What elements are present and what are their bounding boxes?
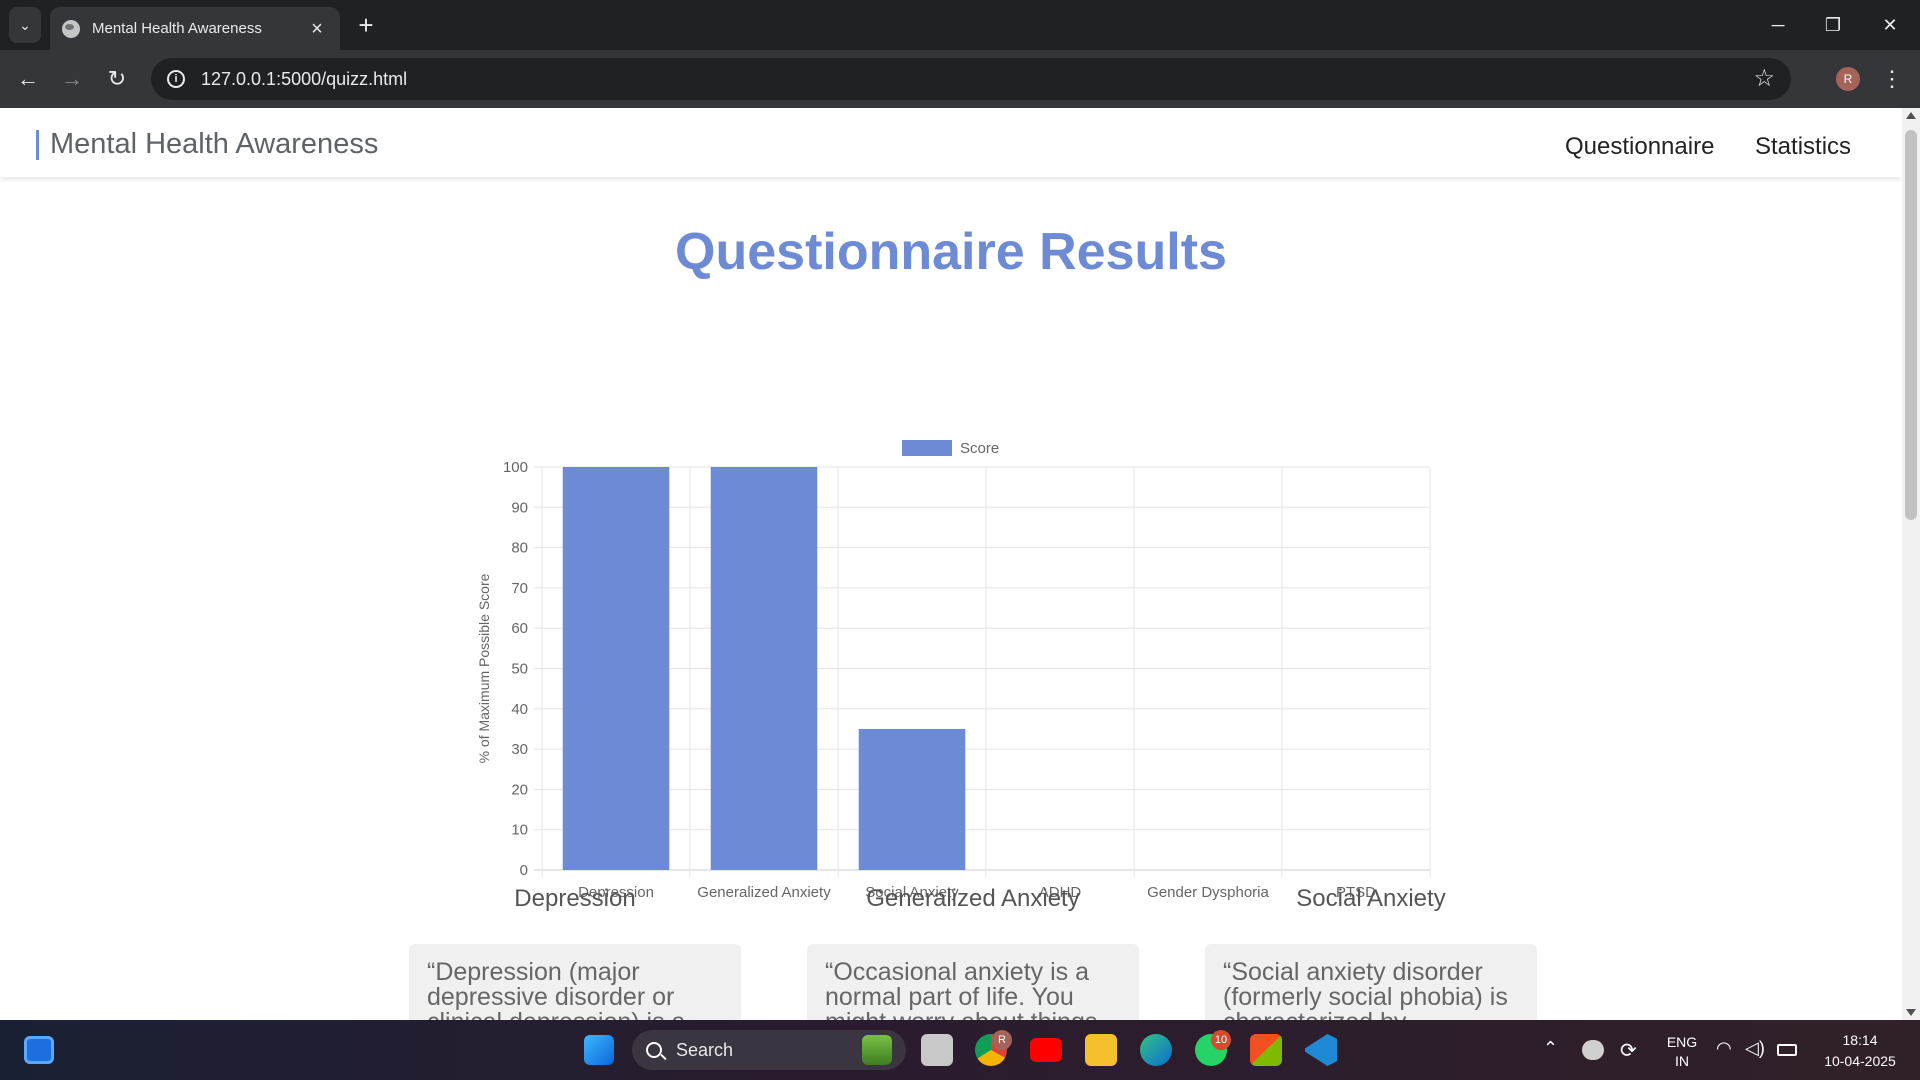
taskbar-search-label: Search [676, 1039, 734, 1060]
window-close-icon[interactable]: ✕ [1882, 15, 1898, 35]
microsoft-store-icon[interactable] [1250, 1034, 1282, 1066]
y-tick-label: 20 [511, 781, 528, 798]
y-tick-label: 50 [511, 661, 528, 678]
search-icon [646, 1042, 662, 1058]
globe-icon [62, 19, 80, 38]
nav-questionnaire[interactable]: Questionnaire [1565, 133, 1715, 160]
site-header: Mental Health Awareness Questionnaire St… [0, 108, 1902, 177]
vscode-icon[interactable] [1305, 1034, 1337, 1066]
profile-avatar[interactable]: R [1836, 67, 1860, 91]
browser-toolbar: ← → ↻ i 127.0.0.1:5000/quizz.html ☆ R ⋮ [0, 50, 1920, 108]
legend-swatch [902, 440, 952, 456]
site-info-icon[interactable]: i [167, 70, 185, 88]
file-explorer-icon[interactable] [1085, 1034, 1117, 1066]
more-options-icon[interactable]: ⋮ [1881, 66, 1903, 91]
card-title: Generalized Anxiety [866, 885, 1080, 912]
wifi-icon[interactable]: ◠ [1716, 1038, 1732, 1058]
bar-depression [562, 467, 670, 870]
onedrive-icon[interactable] [1582, 1040, 1604, 1060]
y-tick-label: 30 [511, 741, 528, 758]
y-tick-label: 80 [511, 540, 528, 557]
chevron-down-icon: ⌄ [19, 16, 31, 33]
card-title: Depression [514, 885, 636, 912]
tab-title: Mental Health Awareness [92, 20, 262, 37]
bookmark-star-icon[interactable]: ☆ [1753, 65, 1775, 92]
battery-icon[interactable] [1777, 1044, 1797, 1056]
tab-search-button[interactable]: ⌄ [9, 7, 41, 43]
card-title: Social Anxiety [1296, 885, 1446, 912]
new-tab-button[interactable]: + [358, 10, 374, 40]
close-icon[interactable]: × [311, 17, 323, 40]
y-tick-label: 40 [511, 701, 528, 718]
card-quote: “Social anxiety disorder (formerly socia… [1205, 944, 1537, 1020]
sync-icon[interactable]: ⟳ [1620, 1040, 1637, 1062]
tray-clock[interactable]: 18:14 10-04-2025 [1815, 1032, 1905, 1069]
page-scrollbar[interactable] [1902, 108, 1920, 1020]
windows-start-icon[interactable] [584, 1035, 614, 1065]
language-code: ENG [1666, 1034, 1698, 1050]
legend-label: Score [960, 440, 999, 457]
url-text[interactable]: 127.0.0.1:5000/quizz.html [201, 68, 408, 89]
card-generalized-anxiety: Generalized Anxiety “Occasional anxiety … [807, 885, 1139, 1020]
edge-icon[interactable] [1140, 1034, 1172, 1066]
x-tick-label: ADHD [1039, 884, 1082, 901]
site-brand[interactable]: Mental Health Awareness [50, 128, 379, 160]
y-tick-label: 70 [511, 580, 528, 597]
y-tick-label: 0 [520, 862, 528, 879]
restore-icon[interactable]: ❐ [1824, 15, 1842, 35]
scroll-down-arrow-icon[interactable] [1906, 1009, 1916, 1016]
minimize-icon[interactable]: ─ [1771, 15, 1785, 35]
card-depression: Depression “Depression (major depressive… [409, 885, 741, 1020]
card-quote: “Occasional anxiety is a normal part of … [807, 944, 1139, 1020]
reload-icon[interactable]: ↻ [107, 66, 127, 91]
page-viewport: Mental Health Awareness Questionnaire St… [0, 108, 1902, 1020]
brand-accent-bar [36, 130, 39, 160]
page-title: Questionnaire Results [675, 223, 1227, 281]
scroll-thumb[interactable] [1905, 130, 1917, 520]
bar-generalized-anxiety [710, 467, 818, 870]
x-tick-label: PTSD [1336, 884, 1376, 901]
windows-taskbar: Search R 10 ⌃ ⟳ ENG IN ◠ ◁) 18:14 10-04-… [0, 1020, 1920, 1080]
whatsapp-badge: 10 [1211, 1030, 1231, 1050]
x-tick-label: Social Anxiety [865, 884, 959, 901]
task-view-icon[interactable] [921, 1034, 953, 1066]
y-axis-title: % of Maximum Possible Score [476, 573, 492, 763]
forward-arrow-icon[interactable]: → [61, 66, 83, 91]
y-tick-label: 60 [511, 620, 528, 637]
youtube-icon[interactable] [1030, 1038, 1062, 1062]
clock-time: 18:14 [1842, 1032, 1878, 1048]
y-tick-label: 90 [511, 499, 528, 516]
widgets-icon[interactable] [24, 1036, 54, 1064]
bar-social-anxiety [858, 728, 966, 870]
browser-tab-strip: ⌄ Mental Health Awareness × + ─ ❐ ✕ [0, 0, 1920, 50]
taskbar-search[interactable]: Search [632, 1030, 906, 1070]
x-tick-label: Generalized Anxiety [697, 884, 831, 901]
volume-icon[interactable]: ◁) [1745, 1038, 1765, 1058]
tray-chevron-up-icon[interactable]: ⌃ [1543, 1038, 1559, 1058]
scroll-up-arrow-icon[interactable] [1906, 112, 1916, 119]
region-code: IN [1675, 1053, 1689, 1069]
back-arrow-icon[interactable]: ← [17, 66, 39, 91]
card-quote: “Depression (major depressive disorder o… [409, 944, 741, 1020]
browser-tab-active[interactable]: Mental Health Awareness × [50, 7, 340, 50]
clock-date: 10-04-2025 [1824, 1053, 1896, 1069]
x-tick-label: Depression [578, 884, 654, 901]
y-tick-label: 100 [503, 459, 528, 476]
address-bar[interactable]: i 127.0.0.1:5000/quizz.html ☆ [151, 58, 1791, 100]
nav-statistics[interactable]: Statistics [1755, 133, 1852, 160]
chrome-profile-badge: R [992, 1030, 1012, 1050]
x-tick-label: Gender Dysphoria [1147, 884, 1269, 901]
tray-language[interactable]: ENG IN [1664, 1034, 1700, 1069]
results-bar-chart: 0 10 20 30 40 50 60 70 80 90 100 Depression Generali… [476, 440, 1431, 901]
y-tick-label: 10 [511, 822, 528, 839]
card-social-anxiety: Social Anxiety “Social anxiety disorder … [1205, 885, 1537, 1020]
search-highlight-icon [862, 1035, 892, 1065]
